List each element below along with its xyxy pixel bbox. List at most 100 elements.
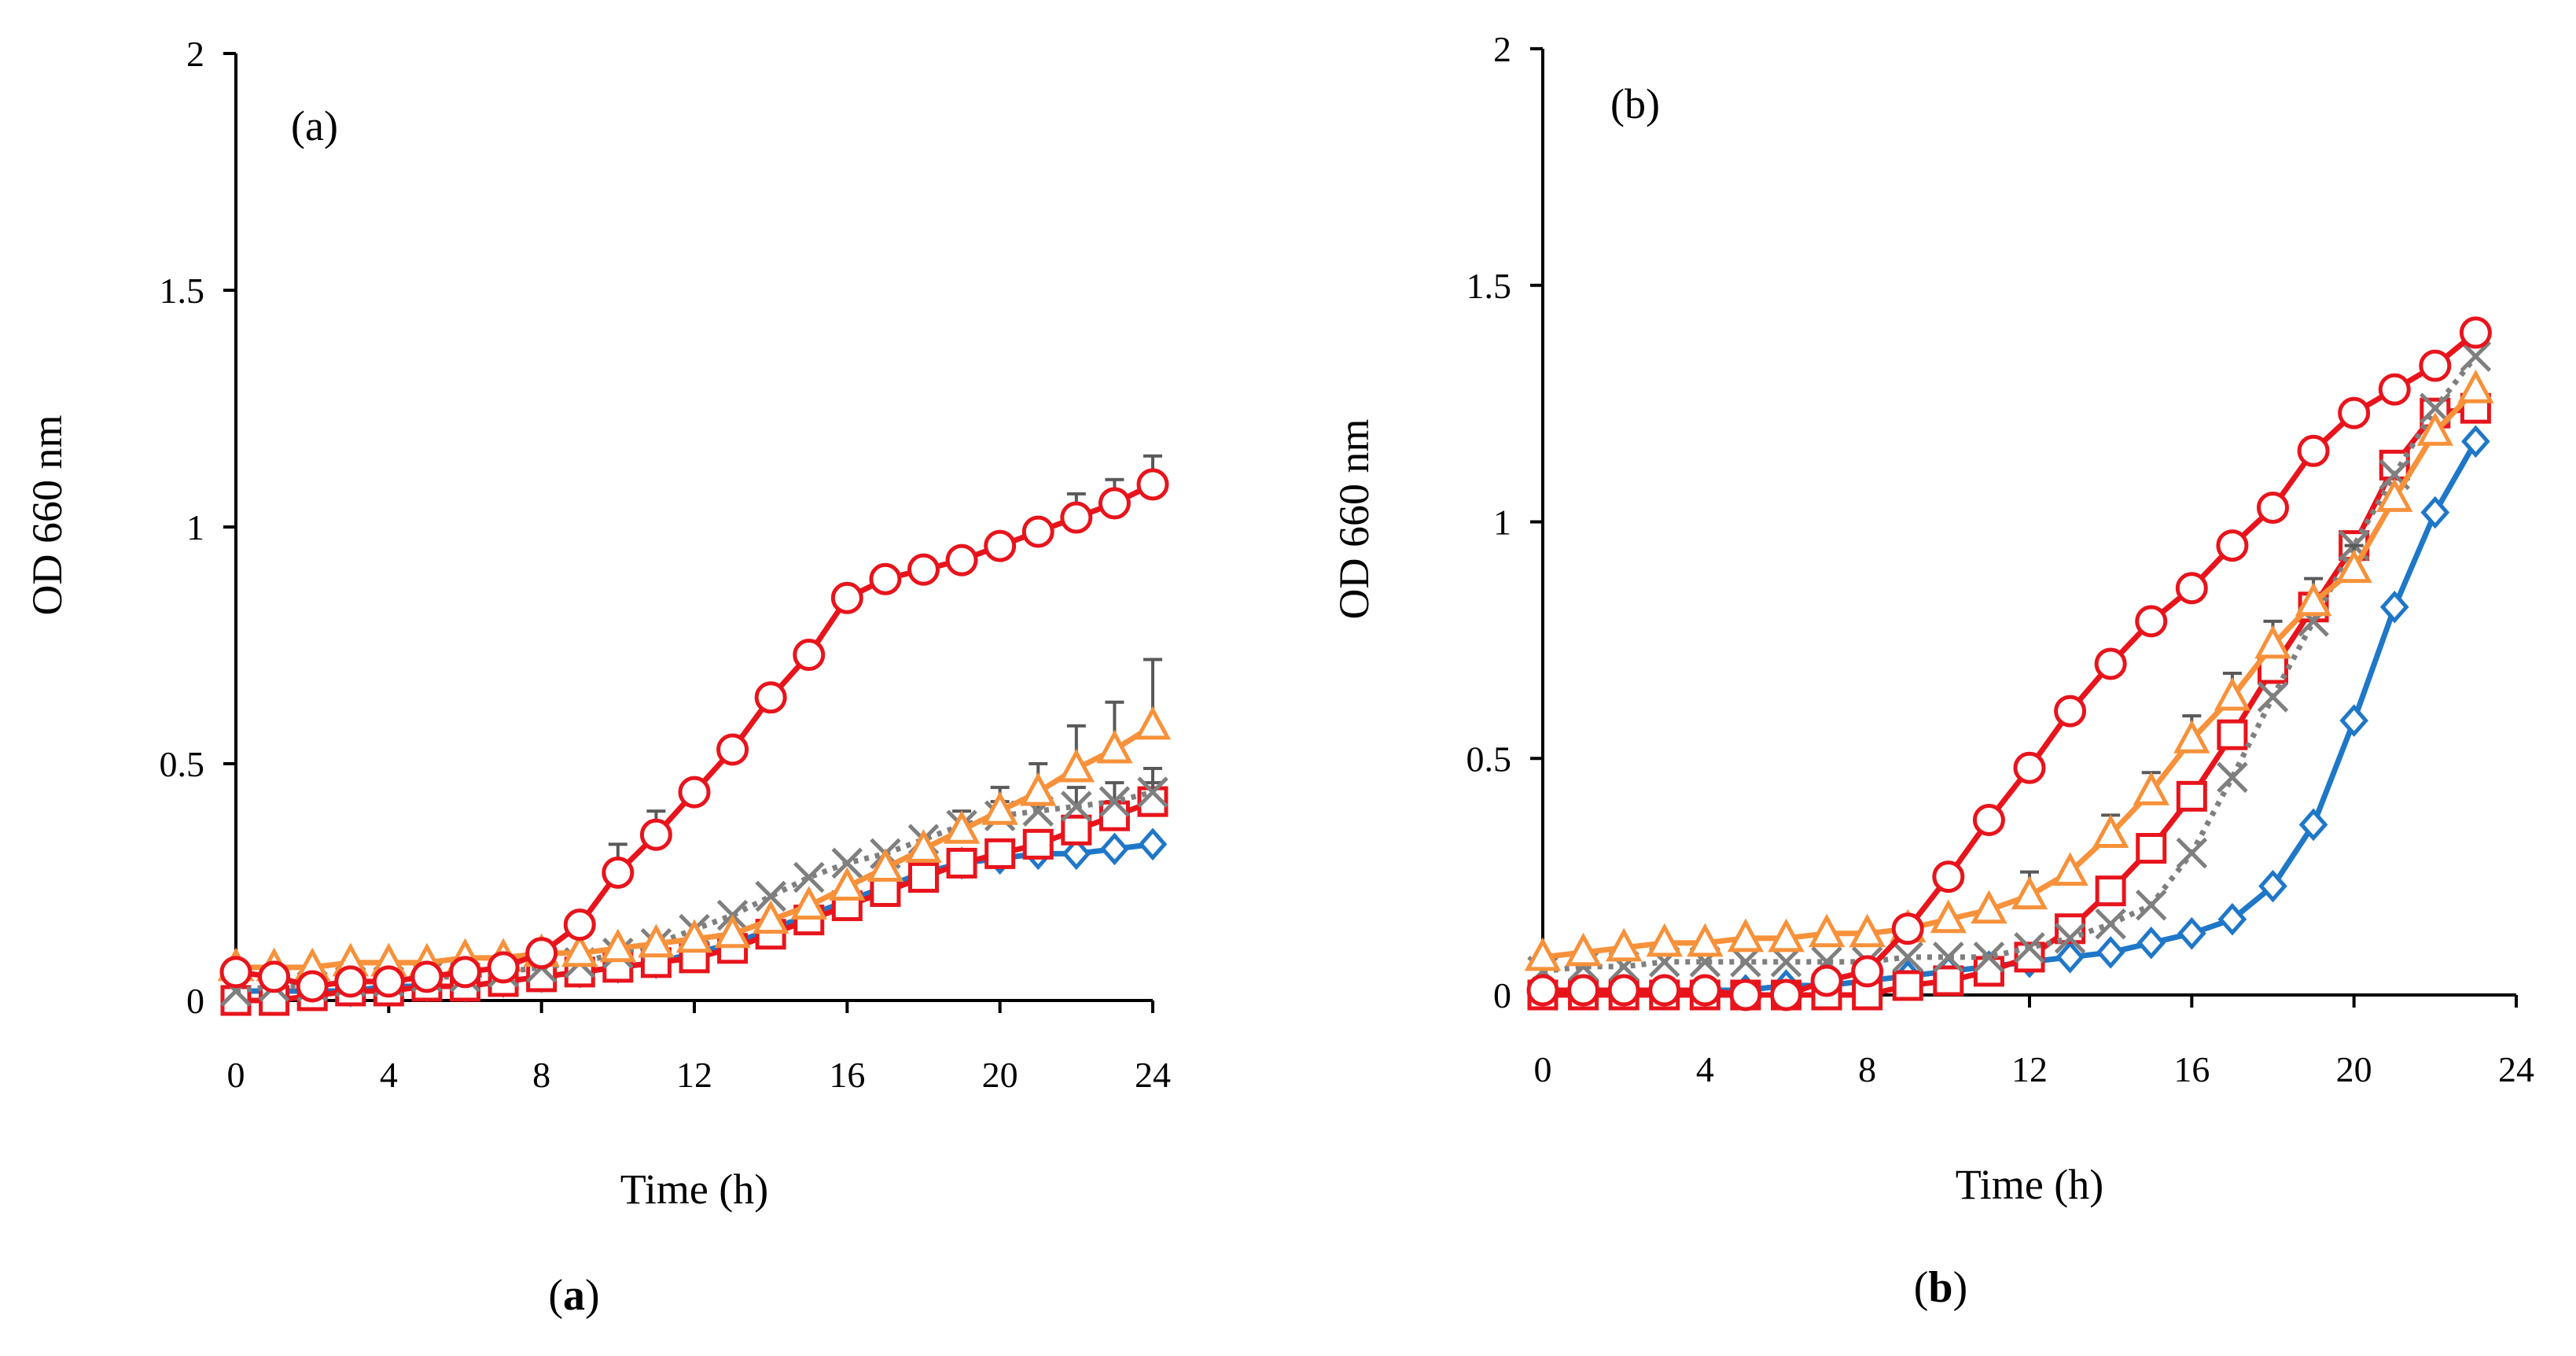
data-point <box>487 951 520 984</box>
data-point <box>2094 647 2127 680</box>
data-point <box>793 639 826 672</box>
data-point <box>2095 875 2126 907</box>
caption-part: ) <box>1953 1263 1968 1312</box>
y-axis-title: OD 660 nm <box>1330 419 1378 620</box>
series-line <box>235 481 1154 989</box>
data-point <box>2011 875 2048 910</box>
data-point <box>2175 572 2208 605</box>
data-point <box>1971 890 2007 924</box>
y-tick-label: 2 <box>1493 29 1511 69</box>
x-tick-label: 4 <box>380 1055 398 1095</box>
data-point <box>639 818 672 851</box>
series-orange-triangle <box>217 658 1172 982</box>
panel-tag: (a) <box>291 102 338 149</box>
data-point <box>2055 941 2085 974</box>
data-point <box>2176 837 2208 869</box>
data-point <box>1605 927 1643 962</box>
data-point <box>1810 964 1843 997</box>
data-point <box>2014 932 2045 964</box>
data-point <box>1646 923 1683 957</box>
data-point <box>790 886 827 920</box>
data-point <box>867 848 904 882</box>
data-point <box>1136 468 1169 501</box>
data-point <box>1770 978 1802 1011</box>
data-point <box>1138 827 1168 861</box>
y-tick-label: 0 <box>1493 975 1511 1015</box>
data-point <box>2297 434 2330 467</box>
data-point <box>831 847 863 879</box>
data-point <box>1062 837 1091 871</box>
data-point <box>1933 965 1964 997</box>
data-point <box>2136 927 2166 960</box>
data-point <box>943 810 981 844</box>
data-point <box>829 867 866 901</box>
panel-caption: (b) <box>1914 1263 1967 1312</box>
x-tick-label: 0 <box>1534 1049 1552 1089</box>
data-point <box>2216 529 2249 562</box>
x-tick-label: 12 <box>676 1055 712 1095</box>
x-tick-label: 8 <box>532 1055 550 1095</box>
x-axis-title: Time (h) <box>1956 1161 2104 1208</box>
data-point <box>2176 780 2207 812</box>
data-point <box>2096 936 2125 969</box>
data-point <box>2457 369 2494 403</box>
x-axis-title: Time (h) <box>620 1166 769 1213</box>
data-point <box>2420 392 2451 424</box>
data-point <box>1021 515 1054 548</box>
y-tick-label: 0 <box>186 981 204 1021</box>
data-point <box>1688 974 1721 1007</box>
data-point <box>2217 902 2247 936</box>
data-point <box>984 529 1017 562</box>
data-point <box>2135 889 2167 921</box>
data-point <box>1100 832 1129 866</box>
data-point <box>602 856 635 889</box>
data-point <box>1524 937 1562 971</box>
data-point <box>1137 776 1168 808</box>
data-point <box>2217 761 2248 794</box>
data-point <box>2013 751 2046 784</box>
x-tick-label: 16 <box>829 1055 865 1095</box>
x-tick-label: 24 <box>2498 1049 2534 1089</box>
data-point <box>754 681 787 714</box>
data-point <box>1892 970 1923 1001</box>
data-point <box>2095 908 2126 940</box>
series-orange-triangle <box>1524 369 2494 971</box>
caption-part: b <box>1928 1263 1952 1312</box>
data-point <box>1061 814 1092 846</box>
data-point <box>1973 956 2004 987</box>
data-point <box>793 861 825 894</box>
y-tick-label: 0.5 <box>160 744 205 784</box>
data-point <box>296 970 329 1003</box>
data-point <box>981 790 1018 825</box>
series-blue-diamond <box>1528 425 2490 1007</box>
data-point <box>563 908 596 941</box>
data-point <box>1932 860 1965 894</box>
data-point <box>1808 913 1846 948</box>
data-point <box>1933 941 1964 973</box>
y-tick-label: 1.5 <box>1466 266 1512 306</box>
data-point <box>675 919 713 953</box>
data-point <box>869 562 902 595</box>
data-point <box>2257 681 2289 713</box>
y-tick-label: 0.5 <box>1466 739 1512 779</box>
data-point <box>678 776 711 809</box>
x-tick-label: 4 <box>1696 1049 1714 1089</box>
data-point <box>1730 946 1761 978</box>
data-point <box>945 544 978 577</box>
data-point <box>410 960 443 993</box>
caption-part: ) <box>585 1271 600 1320</box>
caption-part: a <box>563 1271 585 1320</box>
data-point <box>2294 582 2332 617</box>
data-point <box>1607 974 1640 1007</box>
data-point <box>334 965 367 998</box>
data-point <box>258 960 291 993</box>
data-point <box>2135 605 2168 638</box>
caption-part: ( <box>1914 1263 1929 1312</box>
data-point <box>1851 955 1884 988</box>
data-point <box>984 838 1016 869</box>
data-point <box>525 937 558 970</box>
x-tick-label: 20 <box>2336 1049 2372 1089</box>
data-point <box>2136 833 2167 864</box>
data-point <box>907 553 940 586</box>
